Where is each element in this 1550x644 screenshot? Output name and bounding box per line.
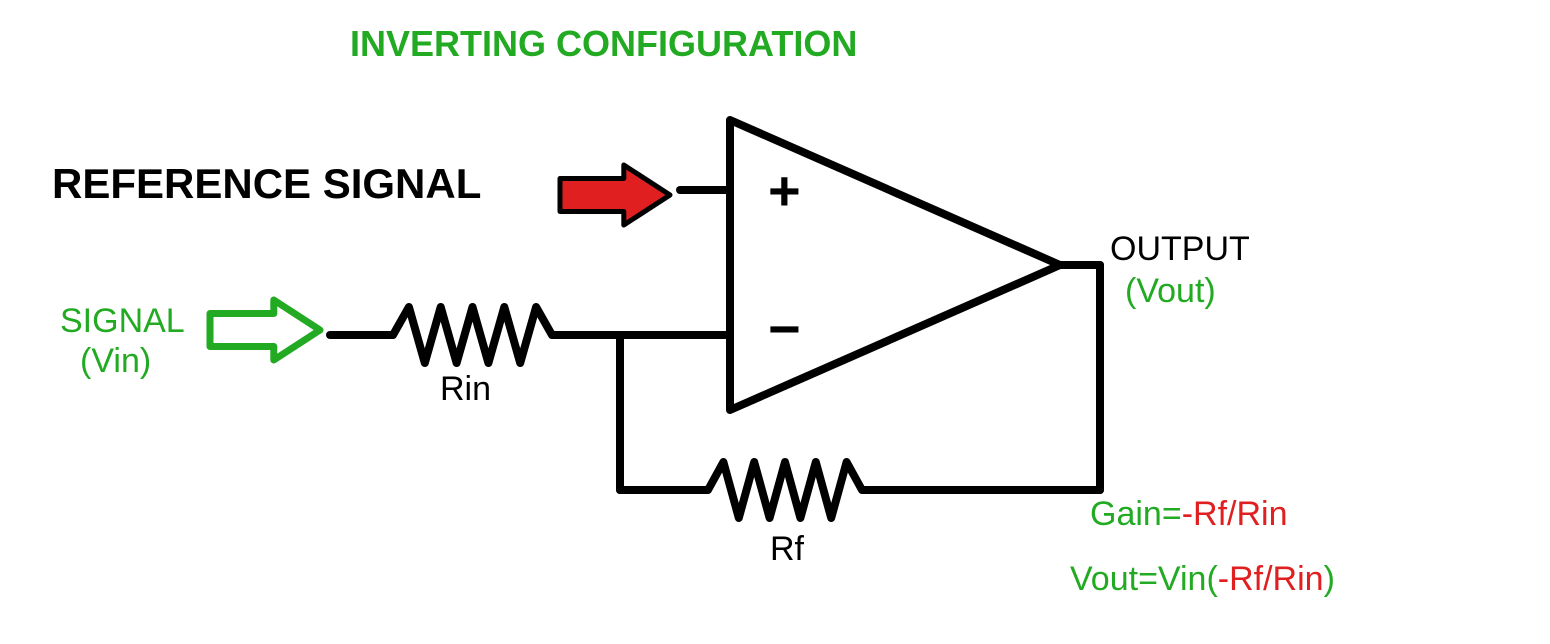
output-label-1: OUTPUT xyxy=(1110,230,1250,268)
opamp-minus: − xyxy=(768,297,801,360)
reference-arrow-icon xyxy=(560,165,670,225)
rf-label: Rf xyxy=(770,530,805,568)
signal-label-1: SIGNAL xyxy=(60,302,185,340)
signal-label-2: (Vin) xyxy=(80,342,151,380)
reference-label: REFERENCE SIGNAL xyxy=(52,160,481,207)
resistor-rf xyxy=(700,462,870,518)
signal-arrow-icon xyxy=(210,300,320,360)
resistor-rin xyxy=(385,307,560,363)
vout-formula: Vout=Vin(-Rf/Rin) xyxy=(1070,560,1335,598)
rin-label: Rin xyxy=(440,370,491,408)
diagram-title: INVERTING CONFIGURATION xyxy=(350,23,857,64)
opamp-plus: + xyxy=(768,159,801,222)
output-label-2: (Vout) xyxy=(1125,272,1216,310)
gain-formula: Gain=-Rf/Rin xyxy=(1090,495,1287,533)
